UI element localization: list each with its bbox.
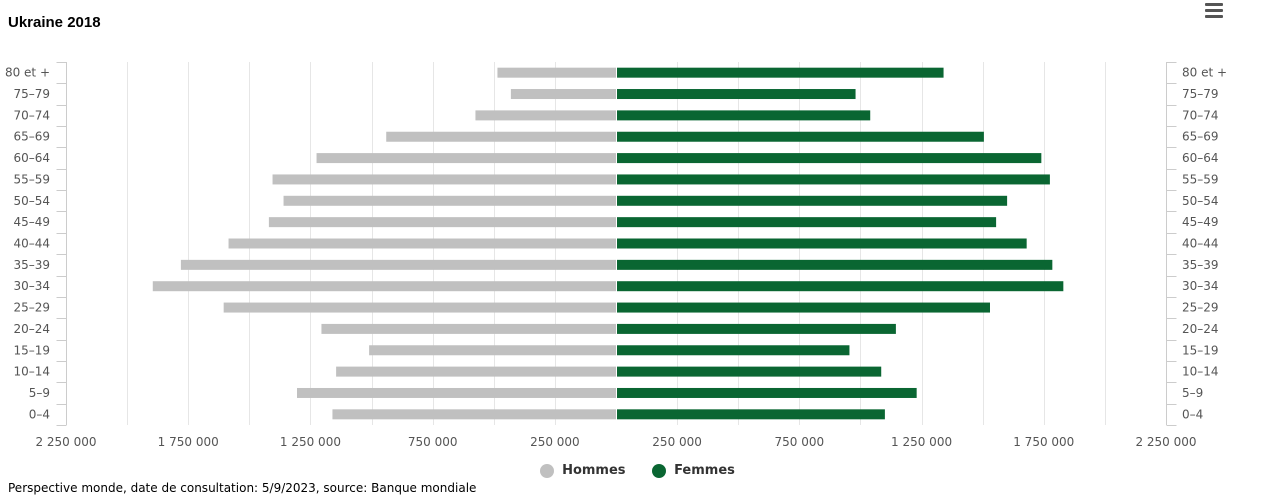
x-tick-label: 750 000: [408, 435, 458, 449]
bar-men: [180, 259, 616, 270]
chart-legend: Hommes Femmes: [0, 463, 1275, 482]
bar-men: [497, 67, 616, 78]
category-label-left: 10–14: [13, 365, 50, 379]
category-label-left: 45–49: [13, 215, 50, 229]
source-caption: Perspective monde, date de consultation:…: [8, 481, 477, 495]
bar-women: [616, 195, 1008, 206]
bar-women: [616, 153, 1042, 164]
x-tick-label: 750 000: [775, 435, 825, 449]
legend-label-women: Femmes: [674, 463, 735, 478]
category-label-left: 70–74: [13, 108, 50, 122]
category-label-left: 5–9: [29, 386, 50, 400]
bar-men: [228, 238, 617, 249]
category-label-right: 10–14: [1182, 365, 1219, 379]
x-tick-label: 2 250 000: [1135, 435, 1196, 449]
category-label-left: 55–59: [13, 172, 50, 186]
category-label-right: 25–29: [1182, 301, 1219, 315]
bar-men: [386, 131, 616, 142]
legend-item-women[interactable]: Femmes: [652, 463, 735, 478]
category-label-right: 40–44: [1182, 237, 1219, 251]
x-tick-label: 1 750 000: [1013, 435, 1074, 449]
bar-men: [332, 409, 616, 420]
category-label-left: 40–44: [13, 237, 50, 251]
bar-men: [268, 217, 616, 228]
bar-men: [510, 89, 616, 100]
category-label-left: 80 et +: [5, 66, 50, 80]
bar-men: [223, 302, 616, 313]
category-label-right: 0–4: [1182, 407, 1203, 421]
category-label-right: 35–39: [1182, 258, 1219, 272]
bar-women: [616, 67, 944, 78]
category-label-right: 55–59: [1182, 172, 1219, 186]
legend-label-men: Hommes: [562, 463, 626, 478]
category-label-right: 80 et +: [1182, 66, 1227, 80]
hamburger-menu-icon[interactable]: [1203, 1, 1225, 19]
category-label-right: 20–24: [1182, 322, 1219, 336]
category-label-right: 75–79: [1182, 87, 1219, 101]
category-label-right: 50–54: [1182, 194, 1219, 208]
category-label-right: 30–34: [1182, 279, 1219, 293]
bar-women: [616, 238, 1027, 249]
bar-men: [272, 174, 616, 185]
category-label-left: 0–4: [29, 407, 50, 421]
bar-women: [616, 323, 896, 334]
category-label-left: 25–29: [13, 301, 50, 315]
bar-women: [616, 89, 856, 100]
category-label-left: 60–64: [13, 151, 50, 165]
population-pyramid-chart: 80 et + 80 et + 75–79 75–79 70–74 70–74 65–69 6…: [5, 62, 1227, 449]
category-label-right: 65–69: [1182, 130, 1219, 144]
legend-item-men[interactable]: Hommes: [540, 463, 626, 478]
bar-men: [321, 323, 616, 334]
x-tick-label: 250 000: [530, 435, 580, 449]
category-label-right: 60–64: [1182, 151, 1219, 165]
bar-women: [616, 131, 984, 142]
category-label-left: 65–69: [13, 130, 50, 144]
x-tick-label: 250 000: [652, 435, 702, 449]
bar-men: [316, 153, 616, 164]
bar-women: [616, 366, 882, 377]
bar-men: [369, 345, 616, 356]
bar-women: [616, 259, 1053, 270]
x-tick-label: 1 250 000: [891, 435, 952, 449]
bar-men: [475, 110, 616, 121]
category-label-left: 75–79: [13, 87, 50, 101]
bar-women: [616, 345, 850, 356]
category-label-right: 5–9: [1182, 386, 1203, 400]
category-label-left: 50–54: [13, 194, 50, 208]
category-label-right: 15–19: [1182, 343, 1219, 357]
bar-men: [297, 387, 616, 398]
legend-marker-men: [540, 463, 555, 478]
category-label-left: 30–34: [13, 279, 50, 293]
category-label-right: 70–74: [1182, 108, 1219, 122]
category-label-right: 45–49: [1182, 215, 1219, 229]
x-tick-label: 2 250 000: [35, 435, 96, 449]
bar-women: [616, 302, 990, 313]
chart-title: Ukraine 2018: [8, 14, 101, 31]
x-tick-label: 1 750 000: [158, 435, 219, 449]
bar-women: [616, 217, 997, 228]
bar-women: [616, 110, 871, 121]
category-label-left: 35–39: [13, 258, 50, 272]
bar-men: [336, 366, 616, 377]
category-label-left: 15–19: [13, 343, 50, 357]
bar-men: [283, 195, 616, 206]
bar-women: [616, 387, 917, 398]
category-label-left: 20–24: [13, 322, 50, 336]
legend-marker-women: [652, 463, 667, 478]
bar-men: [152, 281, 616, 292]
x-tick-label: 1 250 000: [280, 435, 341, 449]
bar-women: [616, 281, 1064, 292]
bar-women: [616, 409, 885, 420]
bar-women: [616, 174, 1050, 185]
